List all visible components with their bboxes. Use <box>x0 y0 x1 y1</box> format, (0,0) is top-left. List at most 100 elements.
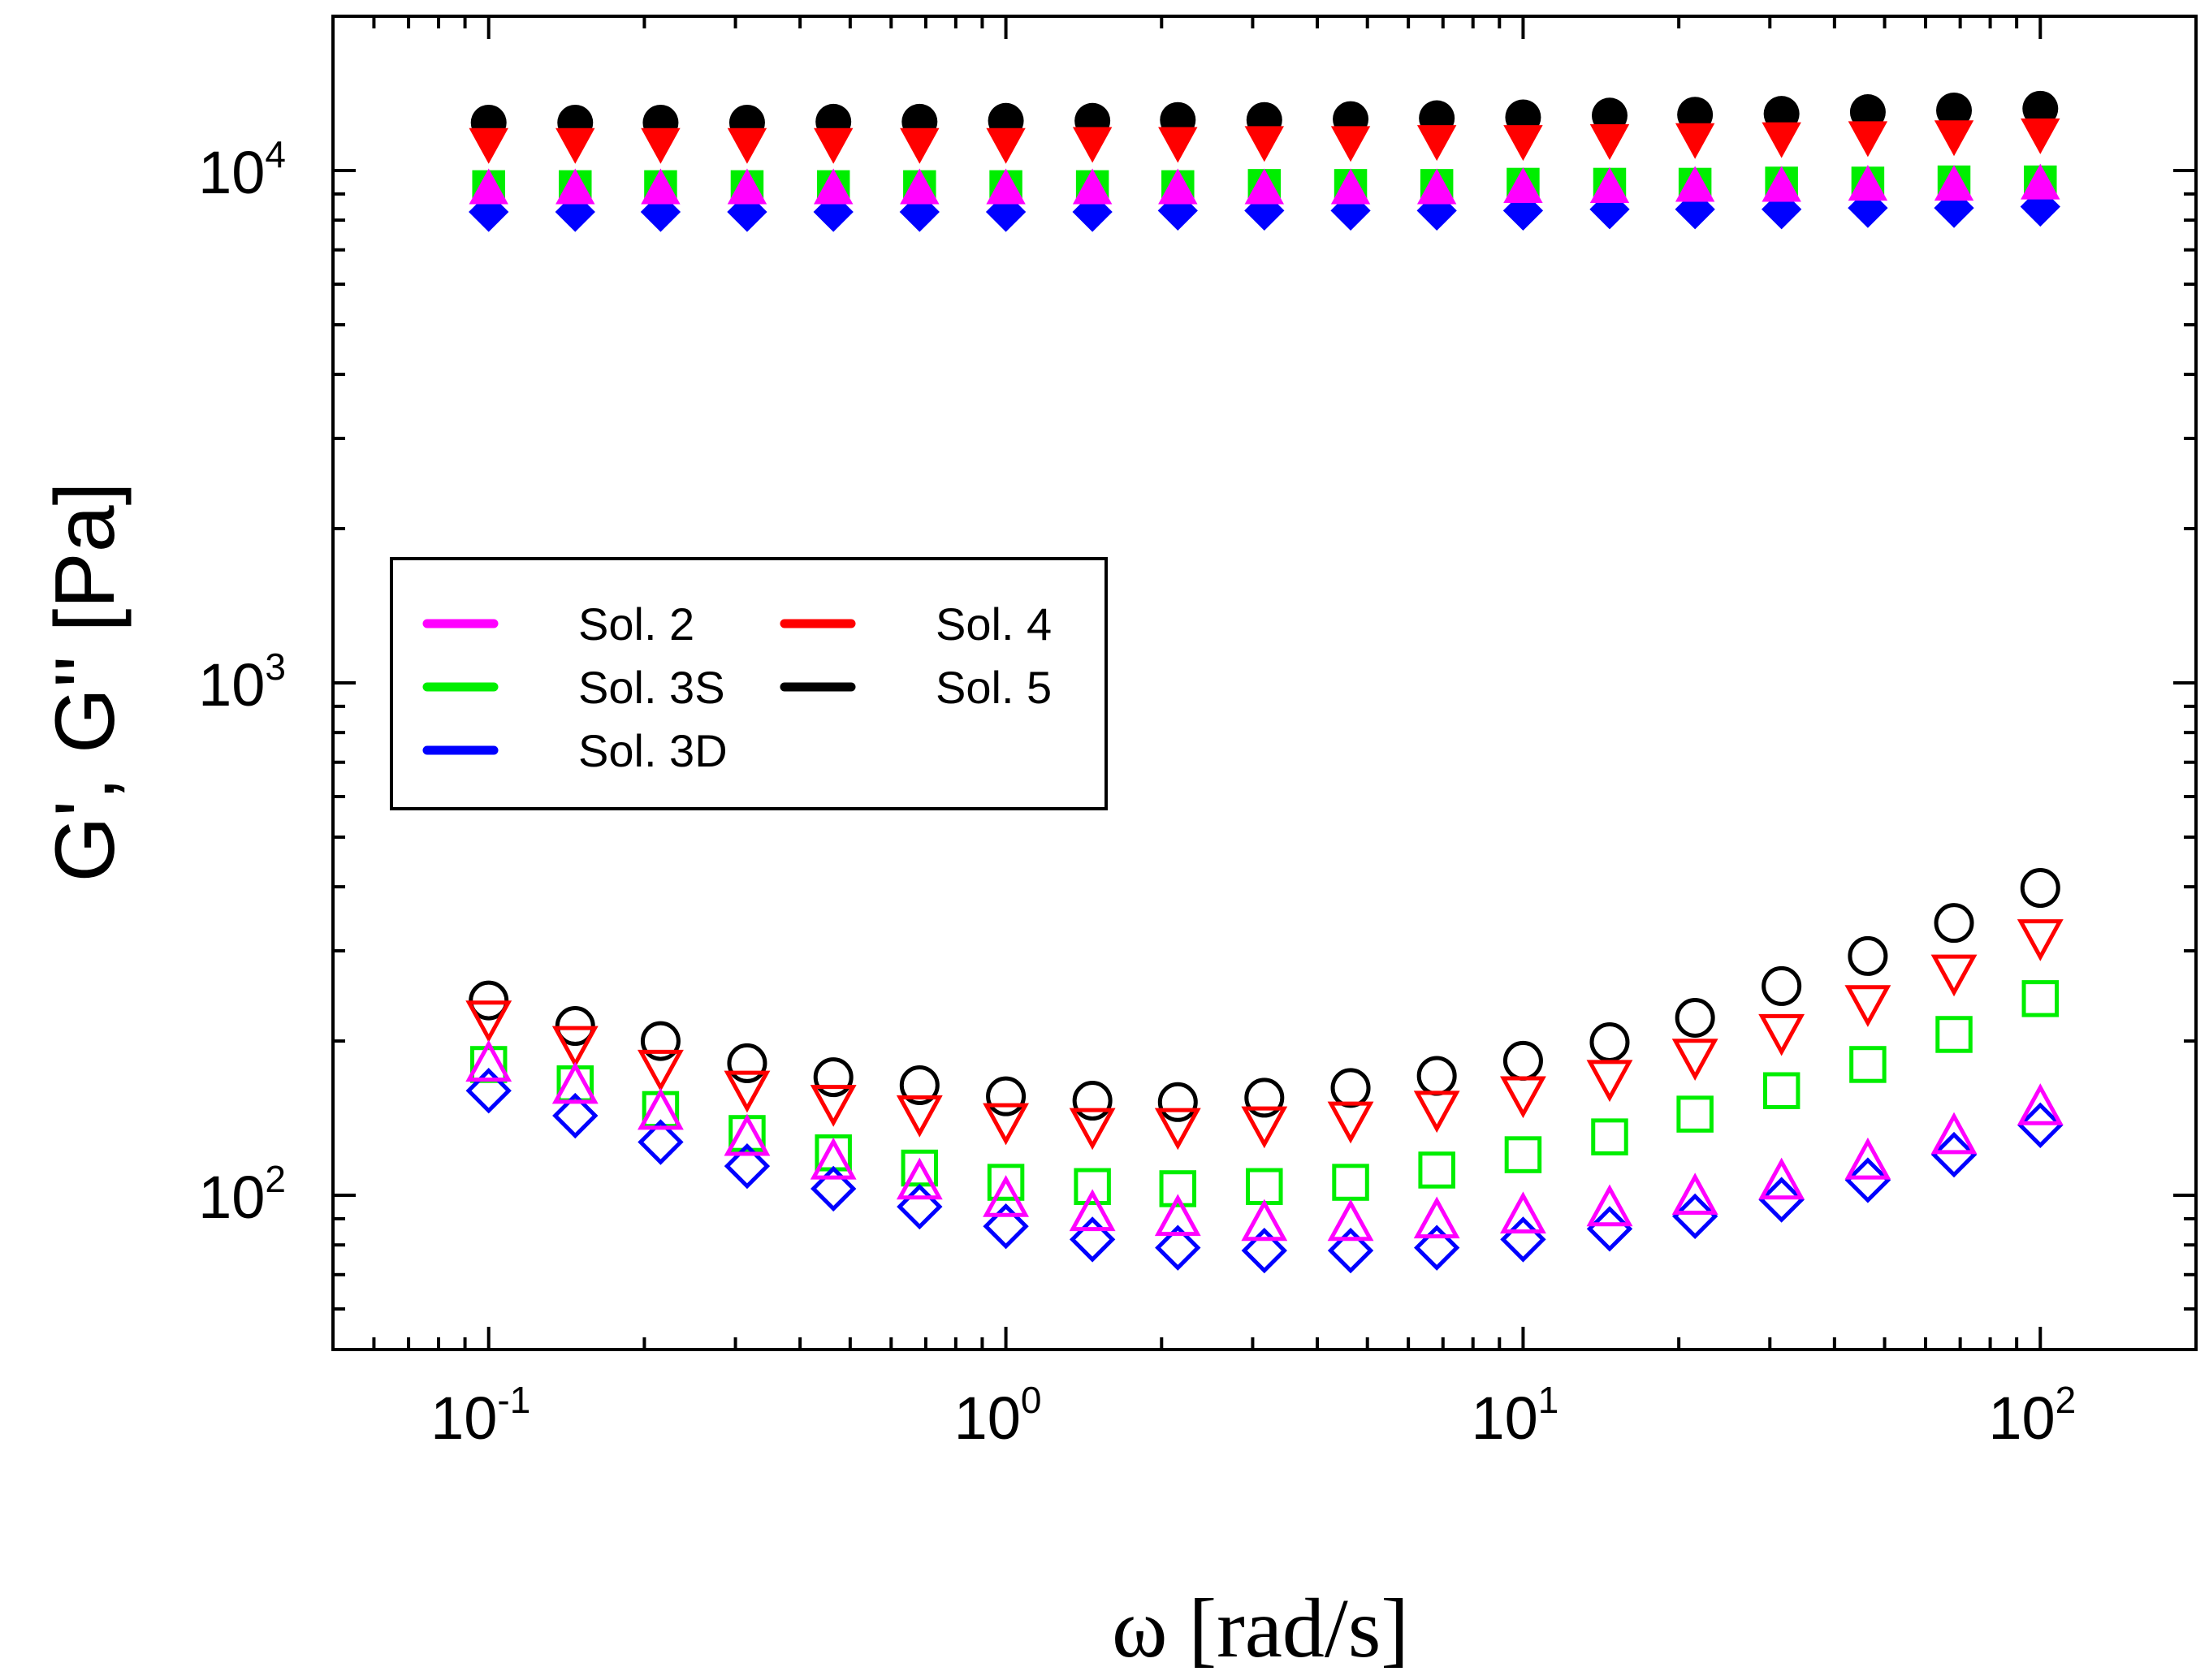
g-double-prime-point <box>897 1183 943 1230</box>
g-double-prime-point <box>1586 1184 1633 1227</box>
g-double-prime-point <box>1849 1046 1887 1083</box>
g-double-prime-point <box>1154 1194 1201 1237</box>
g-prime-point <box>1934 120 1974 157</box>
g-prime-point <box>899 192 940 232</box>
y-tick-label: 102 <box>198 1158 286 1231</box>
legend-label: Sol. 5 <box>936 662 1052 713</box>
g-double-prime-point <box>1930 954 1978 997</box>
series-sol-2 <box>465 163 2064 1242</box>
g-double-prime-point <box>1327 1198 1374 1242</box>
g-double-prime-point <box>983 1103 1029 1146</box>
g-double-prime-point <box>983 1175 1029 1217</box>
g-double-prime-point <box>1844 1137 1891 1180</box>
g-double-prime-point <box>1500 1216 1546 1263</box>
g-double-prime-point <box>2017 919 2064 961</box>
g-double-prime-point <box>1069 1189 1116 1232</box>
legend-item: Sol. 2 <box>422 598 694 650</box>
g-double-prime-point <box>1934 903 1974 944</box>
g-prime-point <box>641 168 681 205</box>
g-prime-point <box>1934 165 1974 201</box>
g-prime-point <box>1848 165 1888 201</box>
g-prime-point <box>727 168 767 205</box>
g-double-prime-point <box>2020 867 2060 908</box>
g-double-prime-point <box>1500 1191 1546 1234</box>
legend-label: Sol. 4 <box>936 598 1052 650</box>
g-prime-point <box>555 168 595 205</box>
g-prime-point <box>555 127 595 164</box>
g-prime-point <box>1503 167 1543 204</box>
tick-base: 10 <box>1988 1384 2055 1452</box>
tick-exponent: 2 <box>2056 1379 2077 1421</box>
g-prime-point <box>2021 163 2060 200</box>
tick-base: 10 <box>954 1384 1021 1452</box>
legend-item: Sol. 3S <box>422 662 725 713</box>
g-double-prime-point <box>1246 1168 1283 1206</box>
g-double-prime-point <box>1589 1021 1630 1062</box>
g-double-prime-point <box>983 1203 1029 1250</box>
tick-exponent: 1 <box>1538 1379 1559 1421</box>
g-double-prime-point <box>899 1065 940 1105</box>
g-double-prime-point <box>1074 1168 1111 1206</box>
g-prime-point <box>1589 123 1630 160</box>
g-prime-point <box>1072 192 1113 232</box>
g-double-prime-point <box>1930 1112 1978 1155</box>
g-prime-point <box>1244 168 1285 205</box>
g-double-prime-point <box>1069 1216 1116 1263</box>
g-double-prime-point <box>1671 1173 1718 1215</box>
g-double-prime-point <box>1930 1131 1978 1178</box>
g-prime-point <box>1330 168 1371 205</box>
y-tick-label: 104 <box>198 133 286 206</box>
g-prime-point <box>1157 190 1198 231</box>
g-double-prime-point <box>638 1049 684 1092</box>
g-double-prime-point <box>1327 1101 1374 1144</box>
g-prime-point <box>900 168 940 205</box>
tick-base: 10 <box>198 139 265 206</box>
g-double-prime-point <box>1241 1227 1287 1274</box>
g-double-prime-point <box>1330 1068 1371 1108</box>
g-double-prime-point <box>2017 1083 2064 1125</box>
g-double-prime-point <box>727 1043 767 1083</box>
x-tick-labels: 10-1 100 101 102 <box>430 1379 2076 1452</box>
g-double-prime-point <box>1758 1177 1805 1223</box>
g-double-prime-point <box>724 1113 771 1156</box>
g-prime-point <box>1330 126 1371 162</box>
legend-box <box>390 557 1108 810</box>
g-double-prime-point <box>811 1165 857 1212</box>
g-prime-point <box>2022 90 2059 127</box>
tick-base: 10 <box>198 651 265 719</box>
g-double-prime-point <box>987 1164 1025 1201</box>
g-double-prime-point <box>810 1085 857 1127</box>
g-double-prime-point <box>551 1026 599 1069</box>
legend-label: Sol. 3D <box>578 725 728 776</box>
g-double-prime-point <box>1586 1060 1633 1103</box>
g-double-prime-point <box>638 1087 684 1130</box>
g-prime-point <box>986 127 1026 164</box>
legend-label: Sol. 2 <box>578 598 694 650</box>
x-tick-label: 100 <box>954 1379 1042 1452</box>
g-double-prime-point <box>1416 1056 1457 1096</box>
g-double-prime-point <box>1500 1076 1546 1119</box>
g-double-prime-point <box>1762 965 1802 1006</box>
g-prime-point <box>1936 92 1973 128</box>
g-double-prime-point <box>1844 985 1891 1027</box>
legend-item: Sol. 5 <box>780 662 1052 713</box>
legend: Sol. 2 Sol. 3S Sol. 3D Sol. 4 Sol. 5 <box>390 557 1108 810</box>
g-double-prime-point <box>1762 1072 1800 1109</box>
g-prime-point <box>1158 127 1198 163</box>
g-prime-point <box>1675 166 1715 202</box>
g-prime-point <box>986 168 1026 205</box>
tick-exponent: -1 <box>497 1379 530 1421</box>
g-double-prime-point <box>896 1095 943 1138</box>
g-double-prime-point <box>724 1070 771 1113</box>
g-double-prime-point <box>2021 980 2060 1017</box>
g-prime-point <box>1762 122 1801 158</box>
tick-base: 10 <box>198 1164 265 1231</box>
g-double-prime-point <box>813 1057 854 1098</box>
g-double-prime-point <box>986 1076 1027 1116</box>
g-prime-point <box>1416 168 1457 205</box>
tick-exponent: 2 <box>265 1158 286 1200</box>
tick-base: 10 <box>430 1384 497 1452</box>
g-double-prime-point <box>2017 1102 2064 1148</box>
